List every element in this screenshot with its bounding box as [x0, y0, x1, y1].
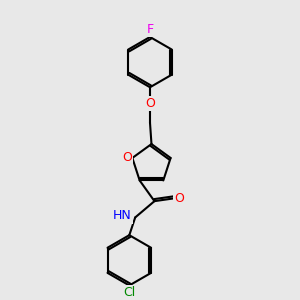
- Text: Cl: Cl: [123, 286, 135, 299]
- Text: HN: HN: [113, 209, 132, 222]
- Text: O: O: [175, 192, 184, 205]
- Text: F: F: [146, 23, 154, 36]
- Text: O: O: [122, 152, 132, 164]
- Text: O: O: [145, 97, 155, 110]
